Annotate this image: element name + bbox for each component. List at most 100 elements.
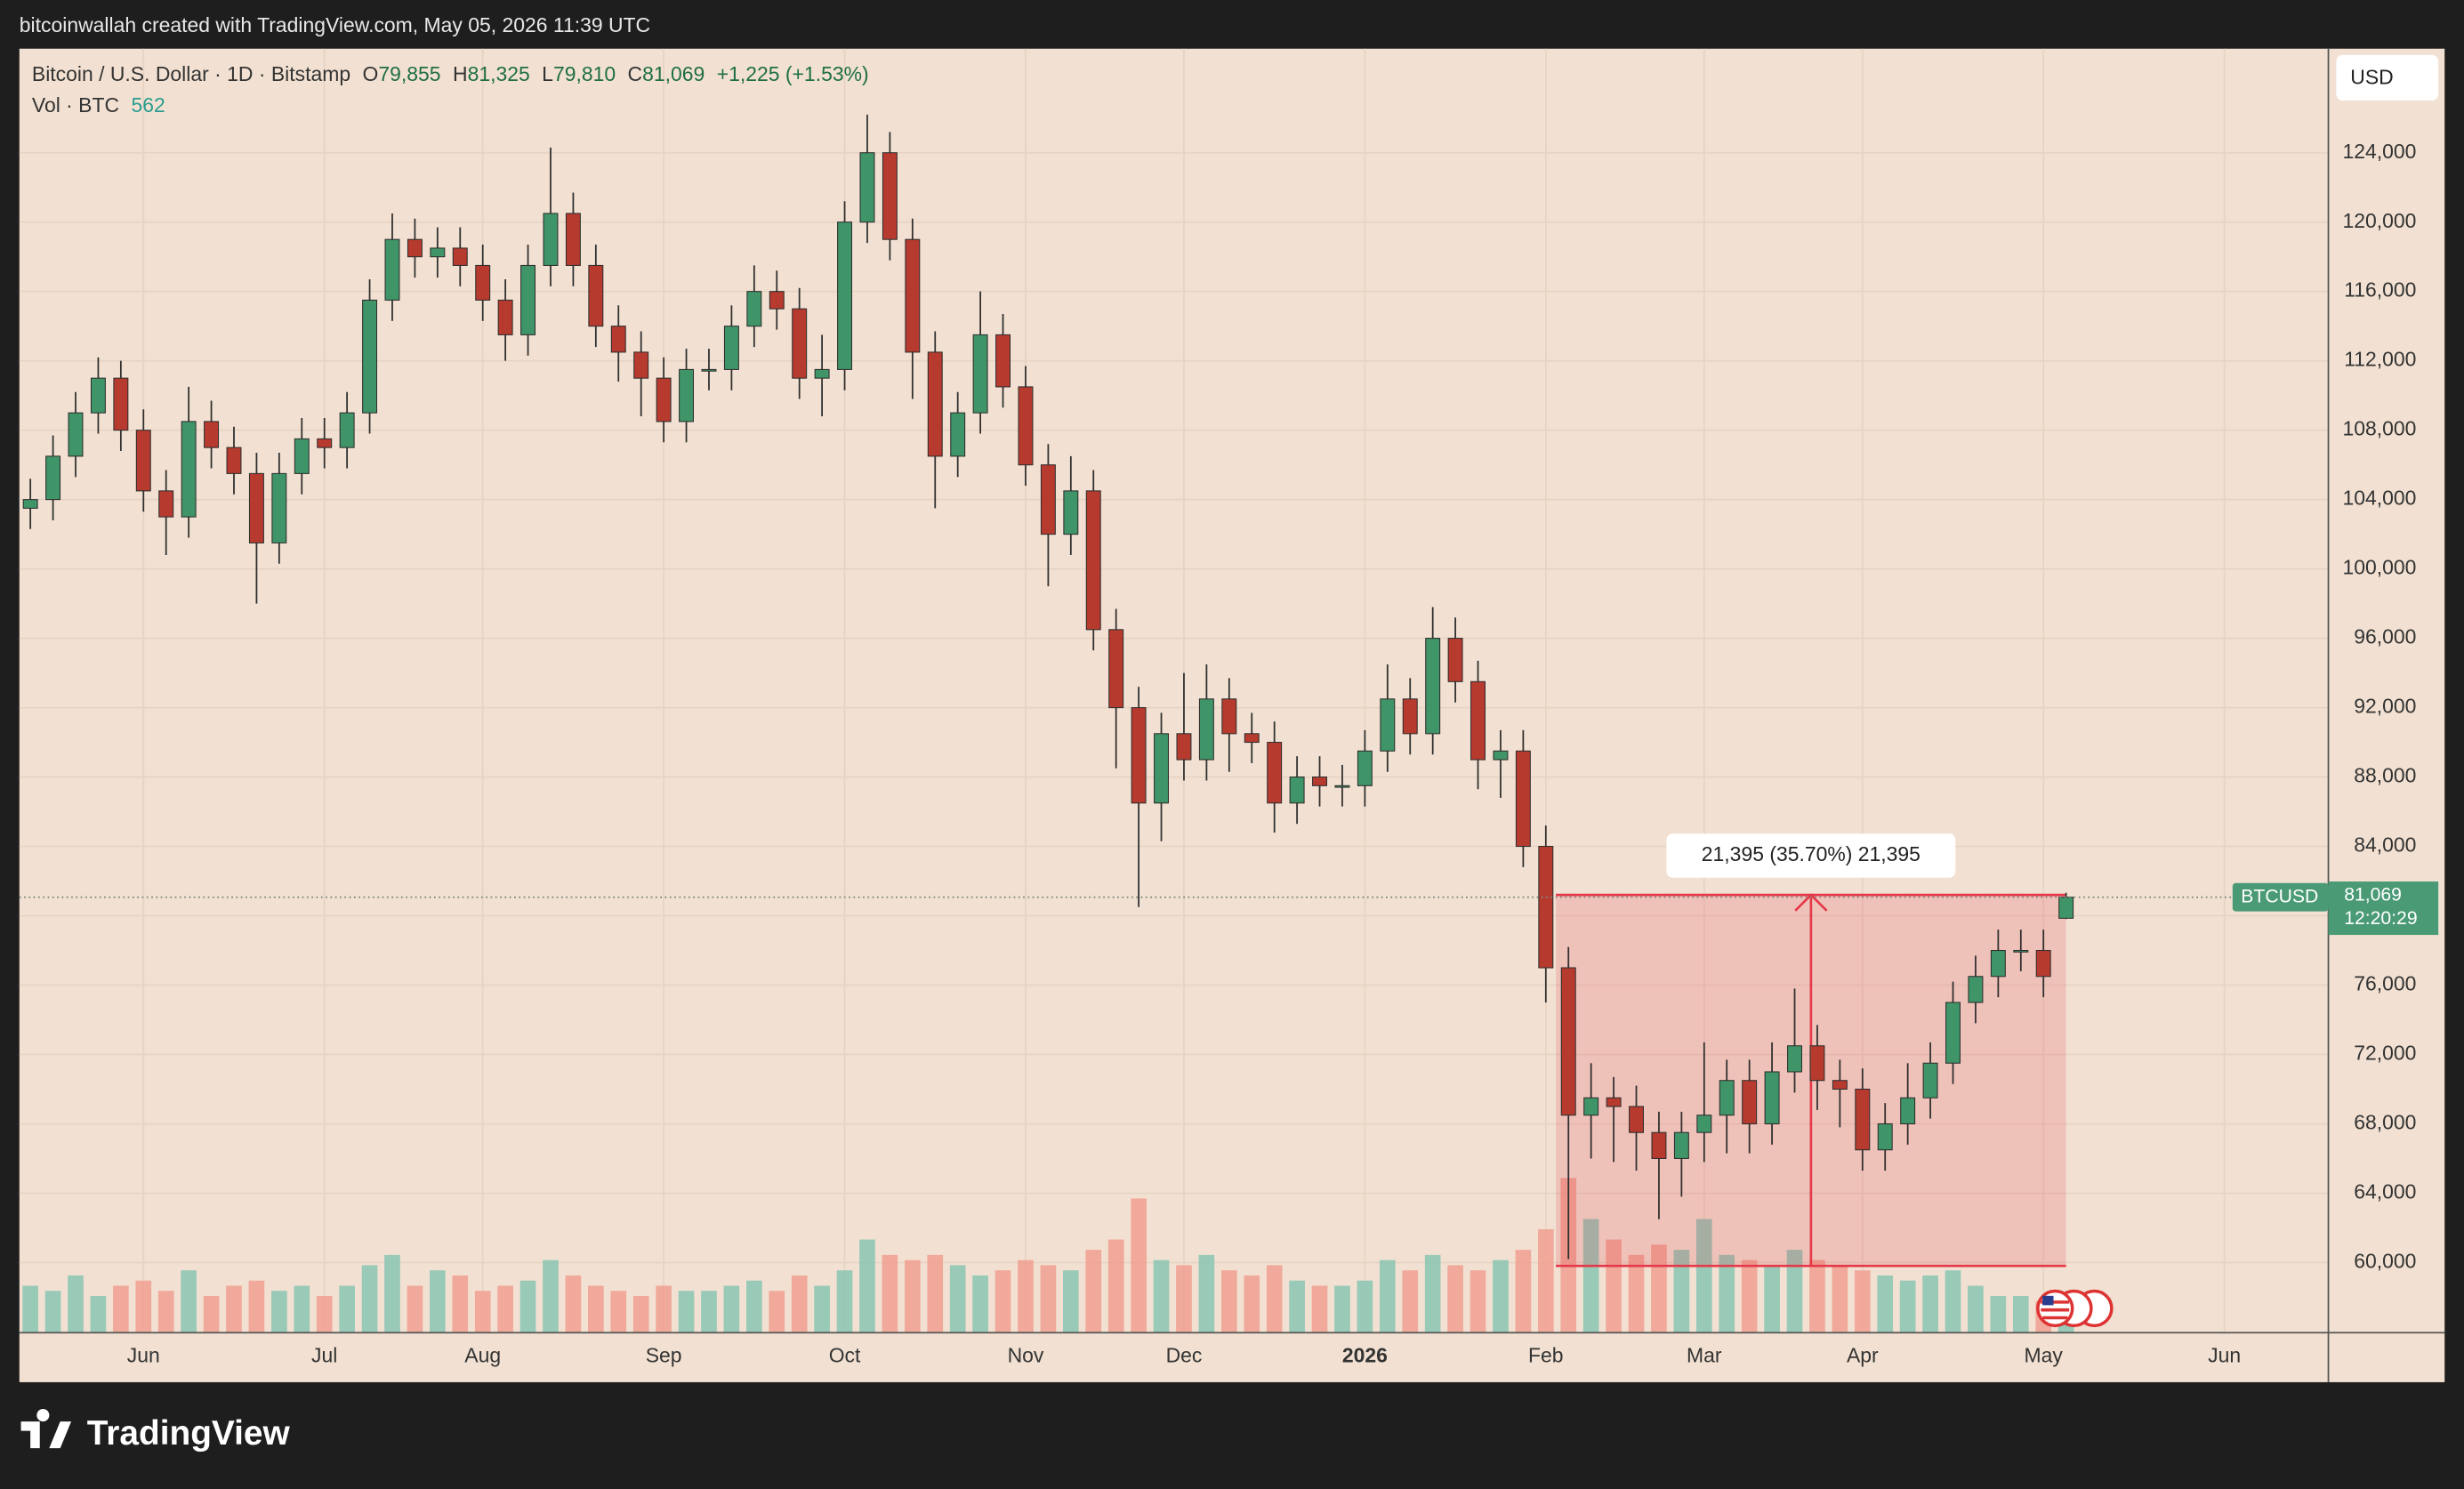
y-tick-label: 120,000 <box>2343 209 2417 232</box>
candle-body <box>1515 750 1531 848</box>
candle-body <box>905 238 921 353</box>
ohlc-label: H <box>453 62 468 85</box>
candle-body <box>452 247 468 266</box>
x-tick-label: Jun <box>2208 1344 2241 1367</box>
volume-bar <box>44 1291 61 1332</box>
y-tick-label: 104,000 <box>2343 487 2417 510</box>
candle-body <box>520 264 536 335</box>
volume-bar <box>1220 1270 1237 1332</box>
symbol: Bitcoin / U.S. Dollar · 1D · Bitstamp <box>32 62 350 85</box>
brand: TradingView <box>20 1408 291 1453</box>
candle-body <box>1040 464 1056 535</box>
candle-body <box>1764 1071 1780 1124</box>
candle-body <box>1380 698 1396 752</box>
volume-bar <box>927 1254 944 1332</box>
volume-bar <box>994 1270 1011 1332</box>
volume-bar <box>1809 1260 1825 1332</box>
candle-body <box>1606 1097 1622 1107</box>
y-tick-label: 68,000 <box>2354 1111 2416 1134</box>
brand-logo <box>20 1408 72 1449</box>
measure-label-box <box>1666 833 1956 878</box>
candle-body <box>158 490 174 518</box>
brand-name: TradingView <box>87 1414 291 1453</box>
ohlc-label: L <box>542 62 553 85</box>
volume-bar <box>474 1291 491 1332</box>
candle-body <box>1018 386 1034 466</box>
candle-body <box>2058 897 2074 919</box>
volume-bar <box>769 1291 785 1332</box>
volume-bar <box>814 1285 830 1332</box>
volume-bar <box>68 1275 84 1332</box>
x-tick-label: Feb <box>1528 1344 1564 1367</box>
candle-body <box>792 308 808 379</box>
ohlc-value: 81,325 <box>468 62 530 85</box>
volume-bar <box>1719 1254 1735 1332</box>
candle-body <box>135 430 151 492</box>
volume-bar <box>1990 1296 2007 1332</box>
volume-bar <box>1289 1280 1305 1332</box>
volume-bar <box>430 1270 446 1332</box>
volume-bar <box>1515 1250 1532 1332</box>
candle-body <box>1357 750 1373 786</box>
candle-body <box>204 421 220 448</box>
candle-body <box>656 377 672 423</box>
volume-bar <box>836 1270 853 1332</box>
candle-body <box>90 377 106 414</box>
ohlc-label: O <box>363 62 379 85</box>
volume-bar <box>905 1260 921 1332</box>
candle-body <box>859 152 875 223</box>
y-tick-label: 60,000 <box>2354 1249 2416 1272</box>
candle-body <box>950 412 966 457</box>
candle-body <box>68 412 84 457</box>
volume-bar <box>791 1275 808 1332</box>
volume-bar <box>746 1280 762 1332</box>
ohlc-value: 79,855 <box>378 62 440 85</box>
candle-body <box>1267 742 1283 804</box>
candle-body <box>226 447 242 474</box>
candle-body <box>543 213 559 266</box>
candle-body <box>1877 1123 1893 1151</box>
volume-bar <box>1741 1260 1758 1332</box>
volume-bar <box>882 1254 898 1332</box>
volume-bar <box>519 1280 536 1332</box>
volume-bar <box>1402 1270 1419 1332</box>
candle-body <box>633 351 649 379</box>
y-tick-label: 100,000 <box>2343 556 2417 579</box>
volume-bar <box>316 1296 333 1332</box>
volume-bar <box>361 1265 378 1332</box>
volume-bar <box>271 1291 287 1332</box>
candle-body <box>1063 490 1079 535</box>
y-tick-label: 108,000 <box>2343 417 2417 440</box>
candle-body <box>1470 680 1486 761</box>
candle-body <box>113 377 129 431</box>
volume-bar <box>181 1270 197 1332</box>
candle-body <box>1968 976 1984 1003</box>
candle-body <box>1198 698 1214 761</box>
candle-body <box>1832 1080 1848 1091</box>
candle-body <box>1289 777 1305 804</box>
volume-bar <box>1447 1265 1463 1332</box>
volume-bar <box>1628 1254 1645 1332</box>
overlay: 21,395 (35.70%) 21,395 <box>19 833 2329 898</box>
volume-bar <box>90 1296 107 1332</box>
currency-button[interactable] <box>2336 54 2439 101</box>
candle-body <box>972 334 988 414</box>
volume-bar <box>588 1285 604 1332</box>
candle-body <box>723 326 739 370</box>
volume-bar <box>1424 1254 1441 1332</box>
x-tick-label: Dec <box>1166 1344 1203 1367</box>
volume-bar <box>723 1285 740 1332</box>
candle-body <box>248 472 264 543</box>
candle-body <box>1629 1106 1644 1133</box>
change: +1,225 (+1.53%) <box>717 62 869 85</box>
candle-body <box>1809 1045 1825 1082</box>
candle-body <box>814 368 830 379</box>
candle-body <box>294 438 310 474</box>
currency[interactable]: USD <box>2350 65 2393 88</box>
volume-label: Vol · BTC <box>32 93 119 117</box>
candle-body <box>1742 1080 1758 1124</box>
ohlc-value: 79,810 <box>553 62 616 85</box>
volume-bar <box>1832 1265 1848 1332</box>
volume-legend: Vol · BTC 562 <box>32 93 165 117</box>
